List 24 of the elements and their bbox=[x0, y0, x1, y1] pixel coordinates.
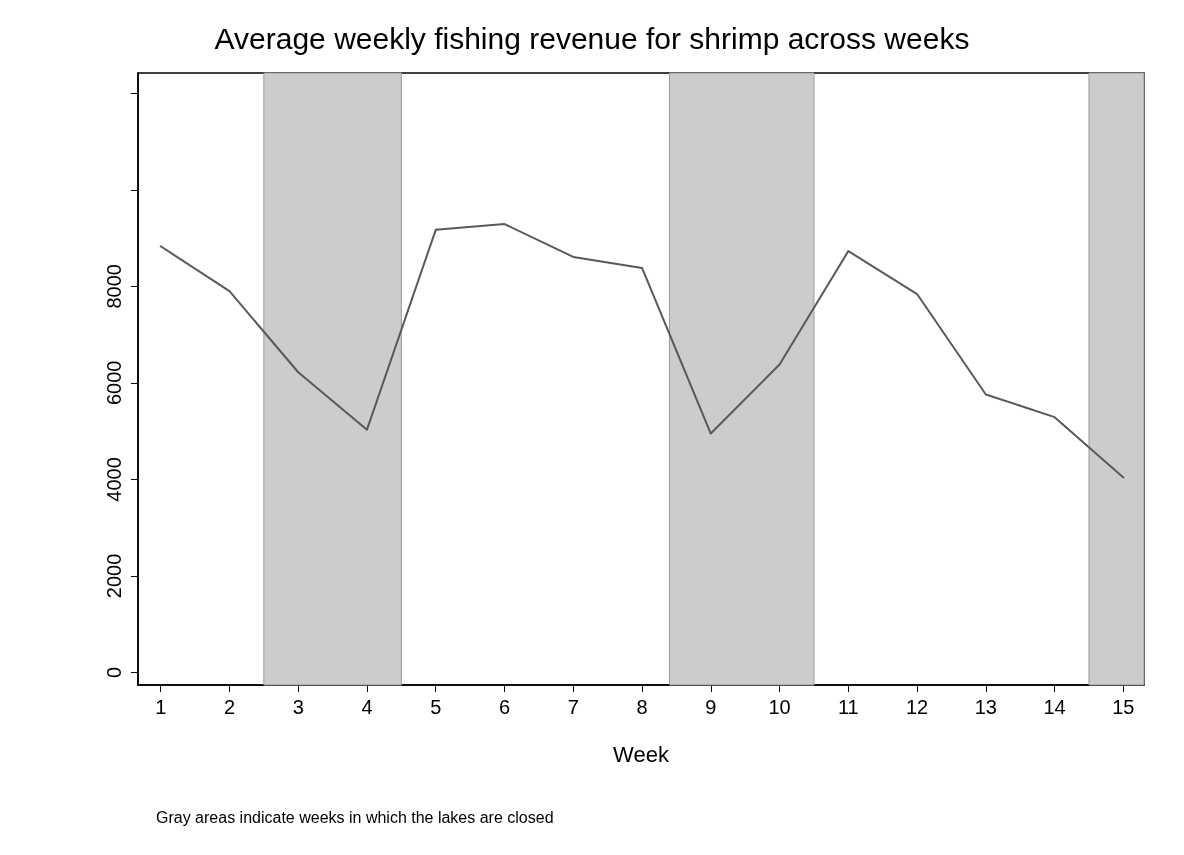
line-series bbox=[159, 223, 1125, 479]
x-tick-label: 7 bbox=[567, 696, 579, 718]
x-tick-label: 2 bbox=[223, 696, 236, 718]
x-tick-label: 12 bbox=[905, 696, 929, 718]
y-tick-label: 8000 bbox=[103, 264, 125, 309]
x-tick-label: 4 bbox=[361, 696, 373, 718]
x-tick-label: 6 bbox=[498, 696, 511, 718]
y-tick-label: 6000 bbox=[103, 360, 125, 406]
x-tick-label: 8 bbox=[636, 696, 648, 718]
x-tick-label: 1 bbox=[155, 696, 167, 718]
chart-title: Average weekly fishing revenue for shrimp across weeks bbox=[214, 21, 970, 55]
y-tick-label: 2000 bbox=[103, 553, 125, 599]
x-tick-label: 11 bbox=[837, 696, 859, 718]
x-tick-label: 9 bbox=[705, 696, 717, 718]
x-tick-label: 3 bbox=[292, 696, 304, 718]
y-tick-label: 4000 bbox=[103, 457, 125, 502]
x-tick-label: 10 bbox=[768, 696, 791, 718]
text: Gray areas indicate weeks in which the lakes are closed bbox=[156, 808, 554, 826]
y-tick-label: 0 bbox=[103, 666, 125, 679]
x-tick-label: 5 bbox=[430, 696, 442, 718]
x-tick-label: 13 bbox=[974, 696, 997, 718]
x-axis-title: Week bbox=[613, 741, 670, 767]
x-tick-label: 14 bbox=[1043, 696, 1066, 718]
x-tick-label: 15 bbox=[1112, 696, 1135, 718]
